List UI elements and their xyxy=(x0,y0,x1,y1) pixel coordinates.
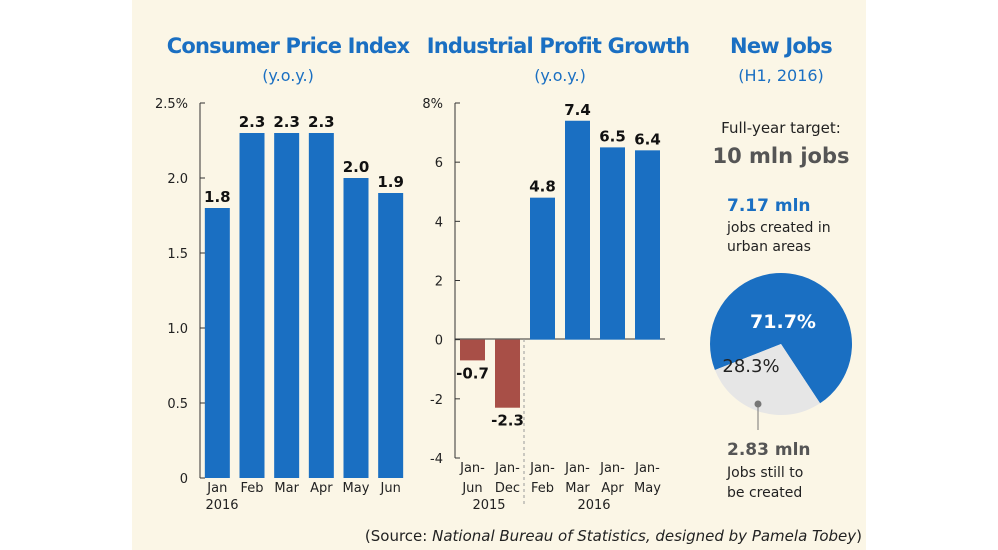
ipg-bar xyxy=(565,120,590,340)
cpi-title: Consumer Price Index xyxy=(167,34,411,58)
ipg-bar xyxy=(600,147,625,340)
ipg-category-line2: Dec xyxy=(495,481,520,496)
jobs-target-label: Full-year target: xyxy=(721,119,841,137)
cpi-value-label: 2.0 xyxy=(343,158,370,176)
cpi-y-ticks: 0 0.5 1.0 1.5 2.0 2.5% xyxy=(155,97,205,487)
jobs-created-line1: jobs created in xyxy=(726,220,831,236)
source-suffix: ) xyxy=(856,527,862,545)
cpi-category-label: Jan xyxy=(206,481,227,496)
ipg-y-tick-label: 8% xyxy=(422,97,443,112)
cpi-categories: Jan Feb Mar Apr May Jun xyxy=(206,481,401,496)
ipg-y-tick-label: -4 xyxy=(430,452,443,467)
cpi-value-labels: 1.8 2.3 2.3 2.3 2.0 1.9 xyxy=(204,113,404,206)
ipg-category-line1: Jan- xyxy=(634,461,660,476)
jobs-title: New Jobs xyxy=(730,34,832,58)
cpi-bar xyxy=(343,178,369,478)
ipg-value-label: 7.4 xyxy=(564,101,591,119)
pie-slice-created xyxy=(710,272,853,404)
source-prefix: (Source: xyxy=(365,527,432,545)
cpi-year-label: 2016 xyxy=(205,498,238,513)
ipg-category-line2: Apr xyxy=(601,481,624,496)
cpi-chart: 0 0.5 1.0 1.5 2.0 2.5% 1.8 2.3 2.3 2.3 2.0 1.9 Jan… xyxy=(155,97,404,513)
cpi-value-label: 2.3 xyxy=(273,113,300,131)
ipg-bar-negative xyxy=(495,339,520,408)
cpi-y-tick-label: 1.0 xyxy=(167,322,188,337)
cpi-value-label: 2.3 xyxy=(308,113,335,131)
pie-slice-remaining xyxy=(714,344,821,415)
ipg-value-labels: -0.7 -2.3 4.8 7.4 6.5 6.4 xyxy=(456,101,661,430)
ipg-year-2016: 2016 xyxy=(577,498,610,513)
ipg-bar-negative xyxy=(460,339,485,361)
cpi-category-label: Mar xyxy=(274,481,299,496)
ipg-y-ticks: -4 -2 0 2 4 6 8% xyxy=(422,97,460,467)
cpi-subtitle: (y.o.y.) xyxy=(262,66,314,85)
ipg-bar xyxy=(530,197,555,340)
ipg-category-line2: Feb xyxy=(531,481,554,496)
jobs-pie: 71.7% 28.3% xyxy=(710,272,853,415)
ipg-categories: Jan- Jun Jan- Dec Jan- Feb Jan- Mar Jan- Apr Jan- M… xyxy=(459,461,661,496)
ipg-category-line2: May xyxy=(634,481,661,496)
cpi-bar xyxy=(239,133,265,478)
cpi-value-label: 1.8 xyxy=(204,188,231,206)
ipg-value-label: -2.3 xyxy=(491,412,524,430)
cpi-value-label: 1.9 xyxy=(377,173,404,191)
cpi-category-label: Feb xyxy=(240,481,263,496)
pie-label-remaining: 28.3% xyxy=(722,356,779,377)
cpi-y-tick-label: 0 xyxy=(180,472,188,487)
ipg-value-label: 6.5 xyxy=(599,127,626,145)
cpi-category-label: Jun xyxy=(380,481,401,496)
source-note: (Source: National Bureau of Statistics, … xyxy=(365,527,862,545)
source-text: National Bureau of Statistics, designed … xyxy=(432,527,857,545)
ipg-value-label: 6.4 xyxy=(634,130,661,148)
cpi-category-label: Apr xyxy=(310,481,333,496)
ipg-title: Industrial Profit Growth xyxy=(427,34,690,58)
cpi-y-tick-label: 2.0 xyxy=(167,172,188,187)
pie-label-created: 71.7% xyxy=(750,311,816,333)
ipg-category-line1: Jan- xyxy=(564,461,590,476)
ipg-category-line1: Jan- xyxy=(459,461,485,476)
jobs-remaining-line2: be created xyxy=(727,485,802,501)
ipg-category-line1: Jan- xyxy=(494,461,520,476)
ipg-year-2015: 2015 xyxy=(472,498,505,513)
jobs-chart: Full-year target: 10 mln jobs 7.17 mln j… xyxy=(710,119,853,501)
ipg-category-line1: Jan- xyxy=(599,461,625,476)
ipg-y-tick-label: 4 xyxy=(435,215,443,230)
ipg-y-tick-label: 0 xyxy=(435,334,443,349)
ipg-y-tick-label: -2 xyxy=(430,393,443,408)
cpi-bar xyxy=(274,133,300,478)
cpi-value-label: 2.3 xyxy=(239,113,266,131)
jobs-created-line2: urban areas xyxy=(727,239,811,255)
ipg-value-label: -0.7 xyxy=(456,364,489,382)
ipg-bars xyxy=(460,120,660,408)
ipg-category-line2: Mar xyxy=(565,481,590,496)
jobs-target-value: 10 mln jobs xyxy=(712,144,849,168)
cpi-y-tick-label: 2.5% xyxy=(155,97,188,112)
cpi-y-tick-label: 1.5 xyxy=(167,247,188,262)
ipg-y-tick-label: 2 xyxy=(435,275,443,290)
cpi-y-tick-label: 0.5 xyxy=(167,397,188,412)
cpi-bar xyxy=(308,133,334,478)
cpi-category-label: May xyxy=(343,481,370,496)
ipg-category-line1: Jan- xyxy=(529,461,555,476)
cpi-bar xyxy=(204,208,230,478)
ipg-y-tick-label: 6 xyxy=(435,156,443,171)
ipg-value-label: 4.8 xyxy=(529,178,556,196)
jobs-subtitle: (H1, 2016) xyxy=(738,66,824,85)
ipg-bar xyxy=(635,150,660,340)
cpi-bars xyxy=(204,133,404,478)
jobs-remaining-line1: Jobs still to xyxy=(726,465,803,481)
ipg-category-line2: Jun xyxy=(461,481,482,496)
jobs-created-amount: 7.17 mln xyxy=(727,196,811,216)
jobs-remaining-amount: 2.83 mln xyxy=(727,440,811,460)
cpi-bar xyxy=(378,193,404,478)
ipg-subtitle: (y.o.y.) xyxy=(534,66,586,85)
